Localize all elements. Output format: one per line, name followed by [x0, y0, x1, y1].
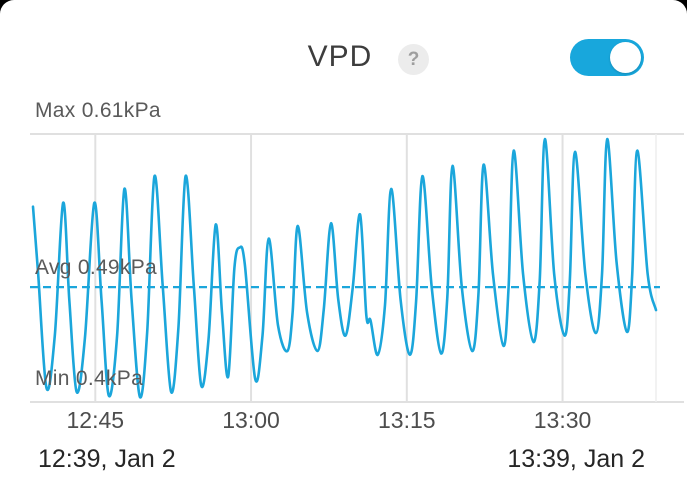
min-label: Min 0.4kPa — [35, 367, 144, 390]
vpd-toggle[interactable] — [570, 39, 644, 76]
avg-label: Avg 0.49kPa — [35, 256, 157, 279]
question-mark-glyph: ? — [407, 48, 420, 70]
x-tick-label: 12:45 — [66, 407, 125, 433]
end-datetime: 13:39, Jan 2 — [507, 445, 645, 473]
max-label: Max 0.61kPa — [35, 99, 161, 122]
chart-title: VPD — [307, 40, 373, 73]
help-icon[interactable]: ? — [398, 44, 429, 75]
x-tick-label: 13:30 — [533, 407, 592, 433]
toggle-knob — [610, 42, 641, 73]
x-tick-label: 13:15 — [378, 407, 436, 433]
start-datetime: 12:39, Jan 2 — [38, 445, 176, 473]
vpd-series-line — [31, 137, 658, 399]
x-tick-label: 13:00 — [222, 407, 280, 433]
